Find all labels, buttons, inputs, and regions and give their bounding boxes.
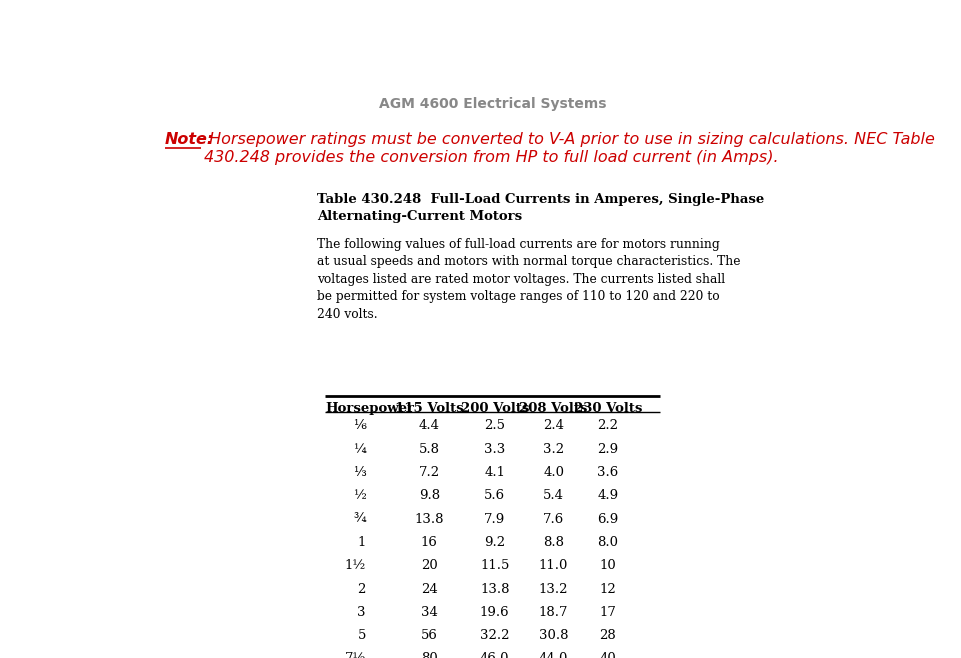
Text: 4.0: 4.0	[543, 466, 564, 479]
Text: 7½: 7½	[345, 653, 366, 658]
Text: 1½: 1½	[345, 559, 366, 572]
Text: 3: 3	[357, 606, 366, 619]
Text: Table 430.248  Full-Load Currents in Amperes, Single-Phase
Alternating-Current M: Table 430.248 Full-Load Currents in Ampe…	[317, 193, 765, 223]
Text: 30.8: 30.8	[539, 629, 568, 642]
Text: Note:: Note:	[165, 132, 214, 147]
Text: 3.2: 3.2	[543, 443, 564, 456]
Text: 46.0: 46.0	[480, 653, 509, 658]
Text: ⅓: ⅓	[353, 466, 366, 479]
Text: 3.3: 3.3	[484, 443, 505, 456]
Text: 2.5: 2.5	[484, 419, 505, 432]
Text: 20: 20	[421, 559, 437, 572]
Text: ¾: ¾	[353, 513, 366, 526]
Text: 19.6: 19.6	[480, 606, 509, 619]
Text: 230 Volts: 230 Volts	[574, 402, 642, 415]
Text: 2.4: 2.4	[543, 419, 564, 432]
Text: Horsepower: Horsepower	[325, 402, 414, 415]
Text: 44.0: 44.0	[539, 653, 568, 658]
Text: The following values of full-load currents are for motors running
at usual speed: The following values of full-load curren…	[317, 238, 741, 320]
Text: 1: 1	[357, 536, 366, 549]
Text: 4.4: 4.4	[419, 419, 440, 432]
Text: 13.8: 13.8	[414, 513, 444, 526]
Text: 8.0: 8.0	[598, 536, 619, 549]
Text: 115 Volts: 115 Volts	[395, 402, 463, 415]
Text: ¼: ¼	[353, 443, 366, 456]
Text: 7.9: 7.9	[484, 513, 505, 526]
Text: ⅙: ⅙	[353, 419, 366, 432]
Text: 13.2: 13.2	[539, 582, 568, 595]
Text: 5.8: 5.8	[419, 443, 440, 456]
Text: 5: 5	[357, 629, 366, 642]
Text: 56: 56	[421, 629, 437, 642]
Text: 4.9: 4.9	[598, 490, 619, 502]
Text: 24: 24	[421, 582, 437, 595]
Text: 10: 10	[600, 559, 616, 572]
Text: 40: 40	[600, 653, 616, 658]
Text: 80: 80	[421, 653, 437, 658]
Text: 34: 34	[421, 606, 437, 619]
Text: 9.2: 9.2	[484, 536, 505, 549]
Text: 13.8: 13.8	[480, 582, 509, 595]
Text: 11.5: 11.5	[480, 559, 509, 572]
Text: 7.6: 7.6	[543, 513, 564, 526]
Text: 16: 16	[421, 536, 437, 549]
Text: 2: 2	[357, 582, 366, 595]
Text: 11.0: 11.0	[539, 559, 568, 572]
Text: 17: 17	[600, 606, 616, 619]
Text: Horsepower ratings must be converted to V-A prior to use in sizing calculations.: Horsepower ratings must be converted to …	[204, 132, 934, 164]
Text: 18.7: 18.7	[539, 606, 568, 619]
Text: 2.2: 2.2	[598, 419, 619, 432]
Text: 4.1: 4.1	[484, 466, 505, 479]
Text: 9.8: 9.8	[419, 490, 440, 502]
Text: 5.6: 5.6	[484, 490, 505, 502]
Text: 200 Volts: 200 Volts	[460, 402, 529, 415]
Text: 7.2: 7.2	[419, 466, 440, 479]
Text: 28: 28	[600, 629, 616, 642]
Text: 2.9: 2.9	[598, 443, 619, 456]
Text: 3.6: 3.6	[598, 466, 619, 479]
Text: 8.8: 8.8	[543, 536, 564, 549]
Text: AGM 4600 Electrical Systems: AGM 4600 Electrical Systems	[379, 97, 606, 111]
Text: 12: 12	[600, 582, 616, 595]
Text: 32.2: 32.2	[480, 629, 509, 642]
Text: 6.9: 6.9	[598, 513, 619, 526]
Text: 5.4: 5.4	[543, 490, 564, 502]
Text: 208 Volts: 208 Volts	[519, 402, 588, 415]
Text: ½: ½	[353, 490, 366, 502]
